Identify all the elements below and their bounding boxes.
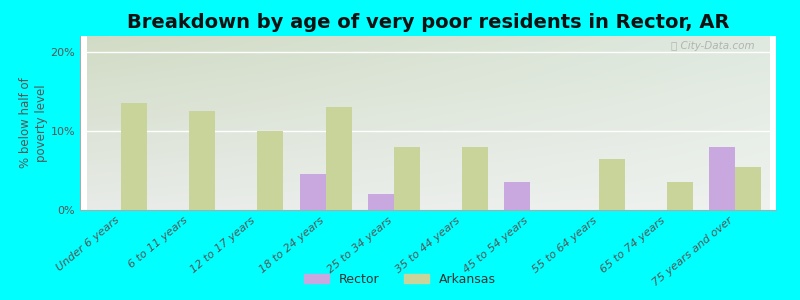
- Bar: [368, 194, 394, 210]
- Bar: [121, 103, 147, 210]
- Bar: [258, 131, 283, 210]
- Bar: [735, 167, 761, 210]
- Bar: [462, 147, 488, 210]
- Legend: Rector, Arkansas: Rector, Arkansas: [298, 268, 502, 291]
- Bar: [394, 147, 420, 210]
- Text: ⓘ City-Data.com: ⓘ City-Data.com: [671, 41, 755, 51]
- Bar: [709, 147, 735, 210]
- Bar: [505, 182, 530, 210]
- Title: Breakdown by age of very poor residents in Rector, AR: Breakdown by age of very poor residents …: [126, 13, 730, 32]
- Y-axis label: % below half of
poverty level: % below half of poverty level: [18, 78, 48, 168]
- Bar: [300, 174, 326, 210]
- Bar: [189, 111, 215, 210]
- Bar: [326, 107, 351, 210]
- Bar: [598, 159, 625, 210]
- Bar: [667, 182, 693, 210]
